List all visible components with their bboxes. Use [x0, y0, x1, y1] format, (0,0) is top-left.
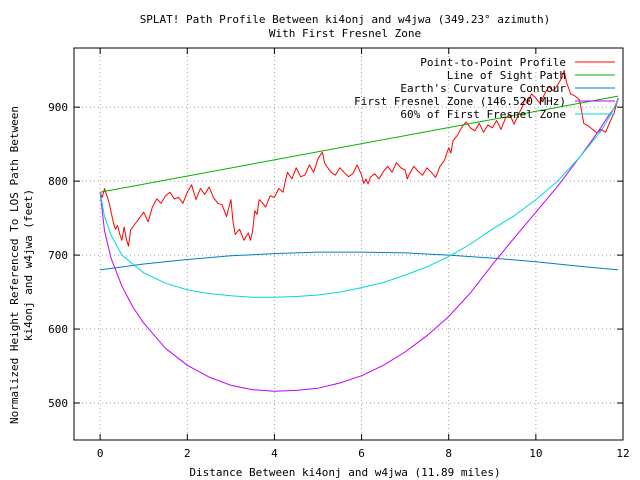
- legend-label: Earth's Curvature Contour: [400, 82, 566, 95]
- y-axis-title-line-1: Normalized Height Referenced To LOS Path…: [8, 106, 21, 424]
- x-tick-label: 8: [445, 447, 452, 460]
- y-axis-title: Normalized Height Referenced To LOS Path…: [8, 106, 35, 424]
- x-tick-label: 0: [97, 447, 104, 460]
- series-line-3: [99, 98, 619, 392]
- series-line-4: [99, 99, 619, 298]
- series-line-2: [100, 251, 619, 271]
- y-tick-label: 800: [48, 175, 68, 188]
- y-tick-label: 900: [48, 101, 68, 114]
- x-tick-label: 4: [271, 447, 278, 460]
- x-tick-label: 12: [616, 447, 629, 460]
- legend-label: Point-to-Point Profile: [420, 56, 566, 69]
- plot-series: [99, 69, 619, 392]
- y-tick-label: 700: [48, 249, 68, 262]
- chart-subtitle: With First Fresnel Zone: [269, 27, 421, 40]
- x-axis-title: Distance Between ki4onj and w4jwa (11.89…: [189, 466, 500, 479]
- x-tick-label: 6: [358, 447, 365, 460]
- chart-title: SPLAT! Path Profile Between ki4onj and w…: [140, 13, 551, 26]
- y-tick-label: 500: [48, 397, 68, 410]
- y-tick-label: 600: [48, 323, 68, 336]
- x-tick-label: 10: [529, 447, 542, 460]
- legend-label: Line of Sight Path: [447, 69, 566, 82]
- legend-label: First Fresnel Zone (146.520 MHz): [354, 95, 566, 108]
- axis-ticks: 0 2 4 6 8 10 12 500 600 700 800 900: [48, 48, 630, 460]
- y-axis-title-line-2: ki4onj and w4jwa (feet): [22, 189, 35, 341]
- legend-label: 60% of First Fresnel Zone: [400, 108, 566, 121]
- series-line-0: [99, 69, 619, 247]
- plot-frame: [73, 47, 624, 441]
- x-tick-label: 2: [184, 447, 191, 460]
- series-line-1: [100, 95, 619, 193]
